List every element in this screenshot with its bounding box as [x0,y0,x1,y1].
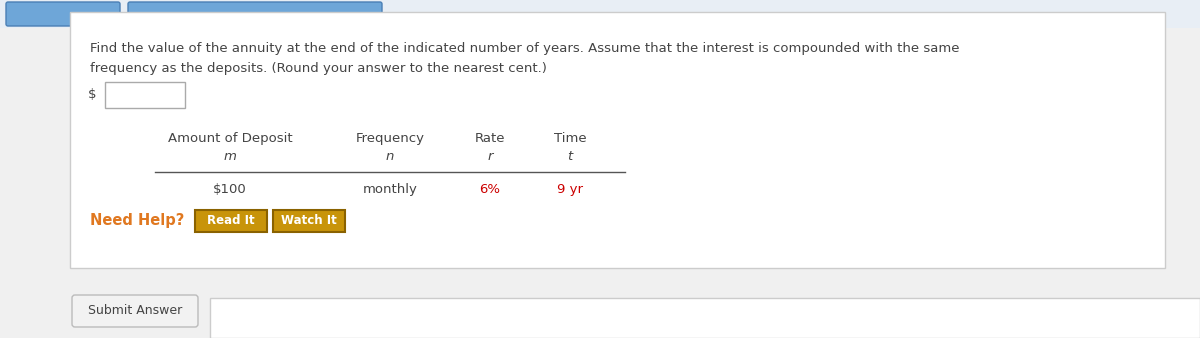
Text: Read It: Read It [208,215,254,227]
FancyBboxPatch shape [70,12,1165,268]
FancyBboxPatch shape [210,298,1200,338]
Text: r: r [487,150,493,163]
FancyBboxPatch shape [106,82,185,108]
FancyBboxPatch shape [274,210,346,232]
FancyBboxPatch shape [72,295,198,327]
Text: t: t [568,150,572,163]
FancyBboxPatch shape [128,2,382,26]
Text: Time: Time [553,132,587,145]
Text: Frequency: Frequency [355,132,425,145]
FancyBboxPatch shape [0,0,1200,28]
Text: m: m [223,150,236,163]
FancyBboxPatch shape [6,2,120,26]
Text: Need Help?: Need Help? [90,213,185,227]
FancyBboxPatch shape [194,210,266,232]
Text: monthly: monthly [362,183,418,196]
Text: 6%: 6% [480,183,500,196]
Text: Rate: Rate [475,132,505,145]
Text: $: $ [88,88,96,101]
Text: 9 yr: 9 yr [557,183,583,196]
Text: Watch It: Watch It [281,215,337,227]
Text: frequency as the deposits. (Round your answer to the nearest cent.): frequency as the deposits. (Round your a… [90,62,547,75]
Text: n: n [386,150,394,163]
Text: Amount of Deposit: Amount of Deposit [168,132,293,145]
Text: Submit Answer: Submit Answer [88,305,182,317]
Text: $100: $100 [214,183,247,196]
Text: Find the value of the annuity at the end of the indicated number of years. Assum: Find the value of the annuity at the end… [90,42,960,55]
